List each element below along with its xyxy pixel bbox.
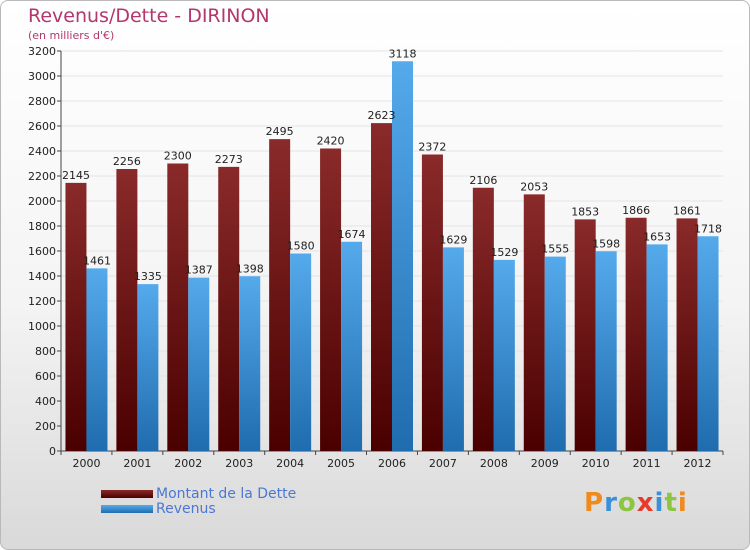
y-tick-label: 1600 <box>28 245 56 258</box>
bar-debt <box>167 163 189 451</box>
data-label-debt: 2273 <box>215 153 243 166</box>
data-label-debt: 2053 <box>520 180 548 193</box>
data-label-revenue: 1598 <box>592 237 620 250</box>
bar-debt <box>371 123 392 451</box>
y-tick-label: 3000 <box>28 70 56 83</box>
data-label-debt: 2623 <box>368 109 396 122</box>
data-label-debt: 2300 <box>164 150 192 163</box>
legend-swatch-revenue <box>101 505 153 513</box>
y-tick-label: 0 <box>49 445 56 458</box>
x-tick-label: 2010 <box>582 457 610 470</box>
bar-revenue <box>239 276 261 451</box>
bar-revenue <box>341 241 363 451</box>
bar-debt <box>269 139 291 451</box>
bar-revenue <box>442 247 464 451</box>
chart-subtitle: (en milliers d'€) <box>28 29 115 42</box>
x-tick-label: 2012 <box>684 457 712 470</box>
data-label-debt: 1861 <box>673 204 701 217</box>
data-label-revenue: 1398 <box>236 262 264 275</box>
data-label-revenue: 3118 <box>389 47 417 60</box>
bar-debt <box>421 154 443 451</box>
x-tick-label: 2005 <box>327 457 355 470</box>
bar-debt <box>320 148 342 451</box>
x-tick-label: 2004 <box>276 457 304 470</box>
logo-letter: i <box>654 488 665 518</box>
data-label-debt: 2256 <box>113 155 141 168</box>
y-tick-label: 2800 <box>28 95 56 108</box>
data-label-debt: 2420 <box>317 135 345 148</box>
bar-debt <box>218 166 240 451</box>
y-tick-label: 600 <box>35 370 56 383</box>
data-label-debt: 2372 <box>418 141 446 154</box>
data-label-revenue: 1718 <box>694 222 722 235</box>
legend-label-revenue: Revenus <box>156 501 216 517</box>
x-tick-label: 2008 <box>480 457 508 470</box>
data-label-revenue: 1653 <box>643 230 671 243</box>
x-tick-label: 2002 <box>174 457 202 470</box>
data-label-debt: 1866 <box>622 204 650 217</box>
bar-debt <box>574 219 596 451</box>
bar-revenue <box>86 268 108 451</box>
x-tick-label: 2011 <box>633 457 661 470</box>
logo-letter: t <box>664 488 678 518</box>
legend-swatch-debt <box>101 490 153 498</box>
logo-letter: i <box>677 488 688 518</box>
y-tick-label: 1800 <box>28 220 56 233</box>
x-tick-label: 2001 <box>123 457 151 470</box>
chart-title: Revenus/Dette - DIRINON <box>28 5 270 27</box>
data-label-debt: 2145 <box>62 169 90 182</box>
bar-debt <box>116 169 138 451</box>
data-label-revenue: 1529 <box>490 246 518 259</box>
logo-letter: x <box>636 488 655 518</box>
bar-revenue <box>188 277 210 451</box>
y-tick-label: 3200 <box>28 45 56 58</box>
x-tick-label: 2006 <box>378 457 406 470</box>
logo-letter: r <box>604 488 618 518</box>
bar-revenue <box>137 284 159 451</box>
bar-debt <box>472 187 494 451</box>
bar-revenue <box>646 244 668 451</box>
y-tick-label: 2400 <box>28 145 56 158</box>
logo-letter: P <box>584 488 605 518</box>
bar-revenue <box>493 259 515 451</box>
data-label-revenue: 1674 <box>338 228 366 241</box>
bar-revenue <box>544 256 566 451</box>
y-tick-label: 1200 <box>28 295 56 308</box>
x-tick-label: 2000 <box>72 457 100 470</box>
y-tick-label: 2600 <box>28 120 56 133</box>
data-label-revenue: 1461 <box>83 254 111 267</box>
bar-debt <box>625 217 647 451</box>
data-label-revenue: 1387 <box>185 264 213 277</box>
bar-revenue <box>595 251 617 451</box>
data-label-revenue: 1555 <box>541 243 569 256</box>
y-tick-label: 2200 <box>28 170 56 183</box>
data-label-revenue: 1580 <box>287 240 315 253</box>
bar-debt <box>65 182 87 451</box>
data-label-debt: 2106 <box>469 174 497 187</box>
x-tick-label: 2007 <box>429 457 457 470</box>
y-tick-label: 1000 <box>28 320 56 333</box>
data-label-revenue: 1629 <box>439 233 467 246</box>
y-tick-label: 800 <box>35 345 56 358</box>
y-tick-label: 200 <box>35 420 56 433</box>
bar-revenue <box>290 253 312 451</box>
data-label-debt: 1853 <box>571 205 599 218</box>
bar-debt <box>523 194 545 451</box>
data-label-debt: 2495 <box>266 125 294 138</box>
bar-revenue <box>392 61 413 451</box>
proxiti-logo: Proxiti <box>584 488 688 518</box>
x-tick-label: 2009 <box>531 457 559 470</box>
bar-revenue <box>697 236 719 451</box>
y-tick-label: 2000 <box>28 195 56 208</box>
bar-debt <box>676 218 698 451</box>
legend-label-debt: Montant de la Dette <box>156 486 297 502</box>
x-tick-label: 2003 <box>225 457 253 470</box>
data-label-revenue: 1335 <box>134 270 162 283</box>
logo-letter: o <box>617 488 637 518</box>
y-tick-label: 1400 <box>28 270 56 283</box>
y-tick-label: 400 <box>35 395 56 408</box>
